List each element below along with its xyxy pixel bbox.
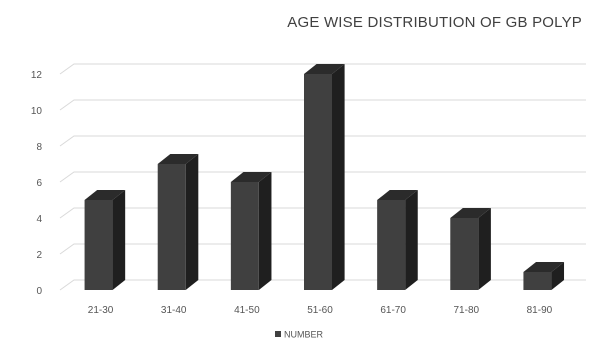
bar-top bbox=[230, 172, 272, 182]
y-tick-label: 10 bbox=[31, 106, 43, 117]
y-tick-label: 12 bbox=[31, 70, 43, 81]
bar-side bbox=[478, 208, 491, 290]
gridline bbox=[59, 63, 586, 75]
bar-side bbox=[185, 154, 199, 290]
bar-side bbox=[258, 172, 272, 290]
x-tick-label: 71-80 bbox=[453, 305, 479, 316]
bar bbox=[450, 218, 479, 290]
bar bbox=[84, 200, 113, 290]
x-tick-label: 31-40 bbox=[161, 305, 187, 316]
bar bbox=[377, 200, 406, 290]
bar-side bbox=[551, 262, 565, 290]
x-tick-label: 81-90 bbox=[527, 305, 553, 316]
bar-top bbox=[84, 190, 126, 200]
bar bbox=[523, 272, 552, 290]
bar-side bbox=[332, 64, 345, 290]
bar-top bbox=[304, 64, 345, 74]
bar bbox=[157, 164, 186, 290]
bar-top bbox=[450, 208, 491, 218]
bar-top bbox=[157, 154, 199, 164]
bar-top bbox=[523, 262, 565, 272]
x-tick-label: 41-50 bbox=[234, 305, 260, 316]
gridline bbox=[59, 135, 586, 147]
y-tick-label: 8 bbox=[36, 142, 42, 153]
y-tick-label: 6 bbox=[36, 178, 42, 189]
legend-label: NUMBER bbox=[284, 330, 324, 340]
bar-top bbox=[377, 190, 418, 200]
bar bbox=[230, 182, 259, 290]
y-tick-label: 2 bbox=[36, 250, 42, 261]
y-tick-label: 0 bbox=[36, 286, 42, 297]
legend-swatch bbox=[275, 331, 281, 337]
bar-side bbox=[112, 190, 126, 290]
bar bbox=[304, 74, 332, 290]
gridline bbox=[59, 99, 586, 111]
x-tick-label: 61-70 bbox=[380, 305, 406, 316]
chart-title: AGE WISE DISTRIBUTION OF GB POLYP bbox=[287, 14, 582, 31]
x-tick-label: 21-30 bbox=[88, 305, 114, 316]
y-tick-label: 4 bbox=[36, 214, 42, 225]
x-tick-label: 51-60 bbox=[307, 305, 333, 316]
bar-side bbox=[405, 190, 418, 290]
gridline bbox=[59, 171, 586, 183]
